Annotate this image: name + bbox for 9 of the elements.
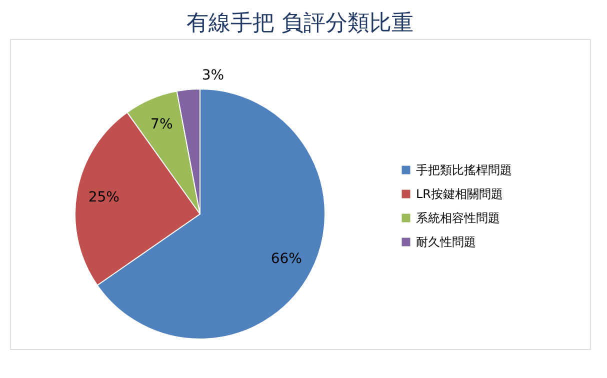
data-label: 66% (270, 251, 302, 268)
legend-label: 系統相容性問題 (416, 211, 500, 225)
legend-label: 耐久性問題 (416, 235, 476, 249)
data-label: 25% (88, 189, 120, 206)
legend-label: LR按鍵相關問題 (416, 187, 504, 201)
data-label: 7% (150, 116, 173, 132)
chart-title: 有線手把 負評分類比重 (186, 11, 414, 36)
legend-label: 手把類比搖桿問題 (416, 163, 512, 177)
data-label: 3% (202, 68, 224, 84)
